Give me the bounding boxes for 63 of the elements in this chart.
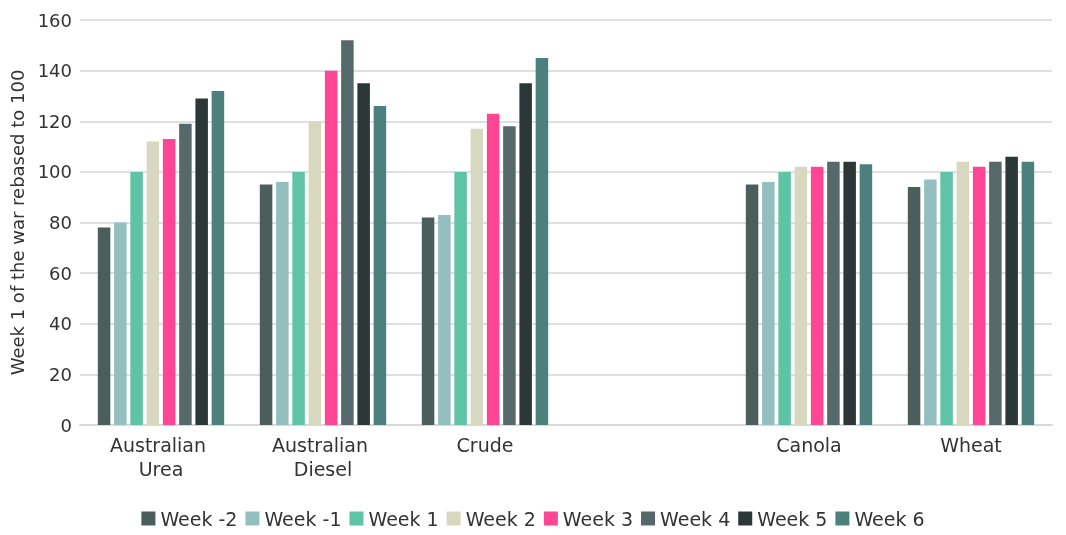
bar bbox=[292, 171, 305, 425]
bar bbox=[486, 113, 500, 425]
bar bbox=[162, 138, 176, 425]
y-tick-label: 100 bbox=[37, 161, 72, 183]
y-tick-label: 20 bbox=[49, 363, 72, 385]
x-tick-label: Australian Diesel bbox=[271, 434, 375, 480]
bar bbox=[519, 83, 532, 425]
bar bbox=[827, 161, 840, 425]
bar bbox=[972, 166, 986, 425]
bar bbox=[211, 90, 225, 425]
bar bbox=[1021, 161, 1035, 425]
x-tick-label: Australian Urea bbox=[109, 434, 213, 480]
bar bbox=[97, 227, 111, 425]
bar bbox=[535, 57, 549, 425]
legend-label: Week -1 bbox=[264, 507, 342, 530]
bar bbox=[1005, 156, 1018, 425]
bar bbox=[276, 182, 289, 425]
legend-label: Week -2 bbox=[160, 507, 238, 530]
bar bbox=[259, 184, 273, 425]
legend-label: Week 5 bbox=[757, 507, 828, 530]
bar bbox=[179, 123, 192, 425]
bar bbox=[794, 166, 808, 425]
y-tick-label: 80 bbox=[49, 212, 72, 233]
bar bbox=[324, 70, 338, 425]
bar bbox=[810, 166, 824, 425]
x-tick-label: Crude bbox=[456, 434, 514, 456]
bar bbox=[195, 98, 208, 425]
bar bbox=[924, 179, 937, 425]
legend-label: Week 4 bbox=[660, 507, 731, 530]
bar bbox=[114, 222, 127, 425]
bar bbox=[956, 161, 970, 425]
legend-label: Week 1 bbox=[368, 507, 439, 530]
bar bbox=[454, 171, 467, 425]
bar bbox=[341, 40, 354, 425]
bar bbox=[146, 141, 160, 425]
y-axis-title: Week 1 of the war rebased to 100 bbox=[7, 69, 29, 376]
bar bbox=[762, 182, 775, 425]
bar bbox=[745, 184, 759, 425]
y-tick-label: 160 bbox=[37, 9, 72, 31]
y-tick-label: 0 bbox=[60, 414, 72, 436]
bar bbox=[940, 171, 953, 425]
bar bbox=[907, 187, 921, 425]
bar bbox=[308, 121, 322, 425]
bar bbox=[859, 164, 873, 425]
bar bbox=[373, 106, 387, 425]
bar bbox=[357, 83, 370, 425]
bar bbox=[130, 171, 143, 425]
bar bbox=[503, 126, 516, 425]
y-tick-label: 40 bbox=[49, 313, 72, 335]
y-tick-label: 140 bbox=[37, 60, 72, 82]
x-tick-label: Wheat bbox=[940, 434, 1002, 456]
bar bbox=[438, 214, 451, 425]
bar bbox=[421, 217, 435, 425]
legend-label: Week 2 bbox=[465, 507, 536, 530]
bar bbox=[989, 161, 1002, 425]
x-tick-label: Canola bbox=[776, 434, 842, 456]
legend-label: Week 3 bbox=[562, 507, 634, 530]
legend-label: Week 6 bbox=[854, 507, 925, 530]
bar bbox=[470, 128, 484, 425]
y-tick-label: 120 bbox=[37, 110, 72, 132]
bar bbox=[778, 171, 791, 425]
y-tick-label: 60 bbox=[49, 262, 72, 284]
bar bbox=[843, 161, 856, 425]
